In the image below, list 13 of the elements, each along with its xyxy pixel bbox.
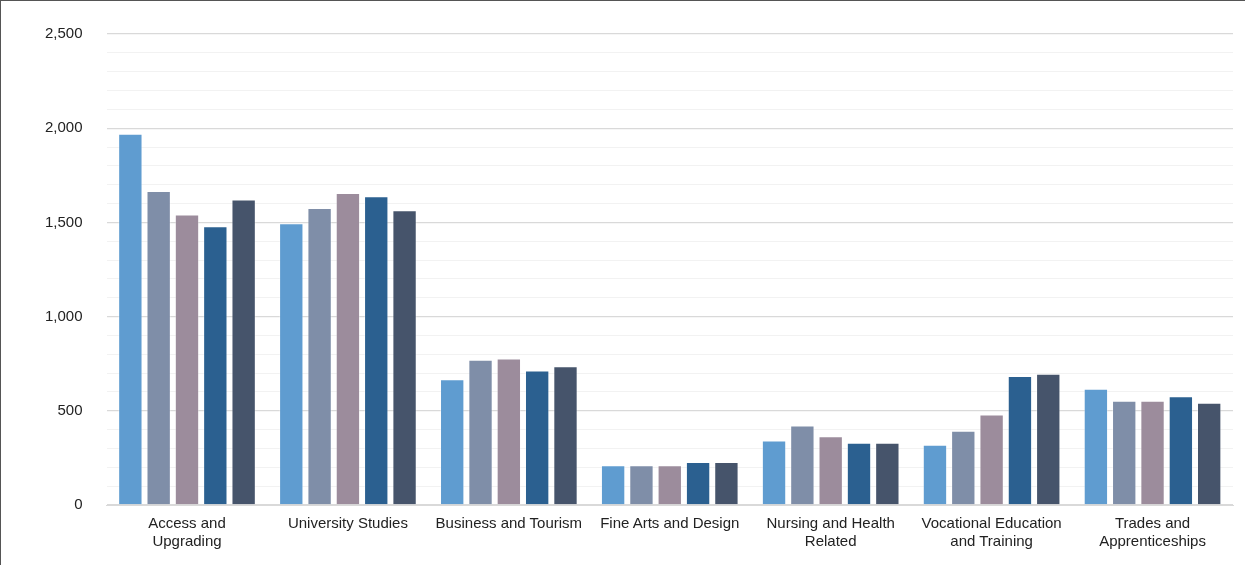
y-tick-label: 500: [57, 400, 83, 418]
x-tick-label: Business and Tourism: [435, 514, 583, 532]
x-tick-label: Vocational Education and Training: [921, 514, 1062, 550]
y-tick-label: 2,500: [44, 24, 83, 42]
x-tick-label: Access and Upgrading: [148, 514, 226, 550]
y-tick-label: 2,000: [44, 118, 83, 136]
x-tick-label: University Studies: [287, 514, 408, 532]
y-tick-label: 1,000: [44, 306, 83, 324]
x-tick-label: Fine Arts and Design: [600, 514, 740, 532]
x-tick-label: Nursing and Health Related: [766, 514, 895, 550]
y-tick-label: 1,500: [44, 212, 83, 230]
x-tick-label: Trades and Apprenticeships: [1099, 514, 1206, 550]
y-tick-label: 0: [74, 495, 83, 513]
